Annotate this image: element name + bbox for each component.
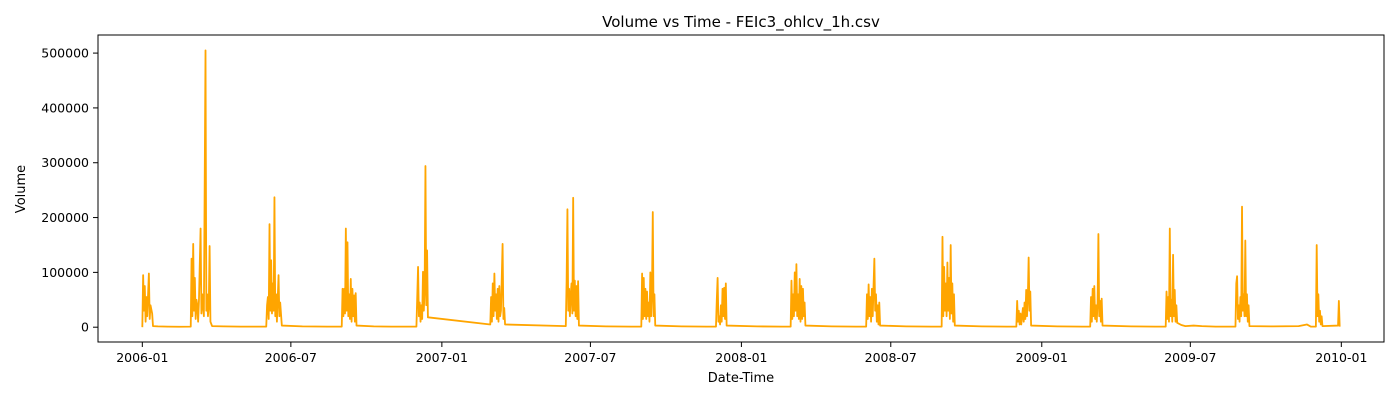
x-tick-label: 2006-01: [116, 350, 168, 365]
x-tick-label: 2007-01: [416, 350, 468, 365]
chart-title: Volume vs Time - FEIc3_ohlcv_1h.csv: [602, 13, 880, 32]
y-axis: 0 100000 200000 300000 400000 500000: [41, 46, 98, 335]
x-tick-label: 2009-01: [1016, 350, 1068, 365]
x-axis: 2006-01 2006-07 2007-01 2007-07 2008-01 2008-…: [116, 342, 1367, 365]
x-tick-label: 2010-01: [1315, 350, 1367, 365]
y-tick-label: 100000: [41, 265, 89, 280]
y-tick-label: 0: [81, 320, 89, 335]
plot-frame: [97, 34, 1385, 343]
x-tick-label: 2009-07: [1164, 350, 1216, 365]
y-tick-label: 300000: [41, 155, 89, 170]
x-tick-label: 2006-07: [265, 350, 317, 365]
volume-series-line: [141, 49, 1341, 328]
y-tick-label: 200000: [41, 210, 89, 225]
y-tick-label: 400000: [41, 100, 89, 115]
x-tick-label: 2007-07: [564, 350, 616, 365]
x-axis-label: Date-Time: [708, 371, 774, 386]
y-axis-label: Volume: [14, 165, 29, 213]
x-tick-label: 2008-01: [715, 350, 767, 365]
x-tick-label: 2008-07: [865, 350, 917, 365]
y-tick-label: 500000: [41, 46, 89, 61]
plot-area: [141, 49, 1341, 328]
